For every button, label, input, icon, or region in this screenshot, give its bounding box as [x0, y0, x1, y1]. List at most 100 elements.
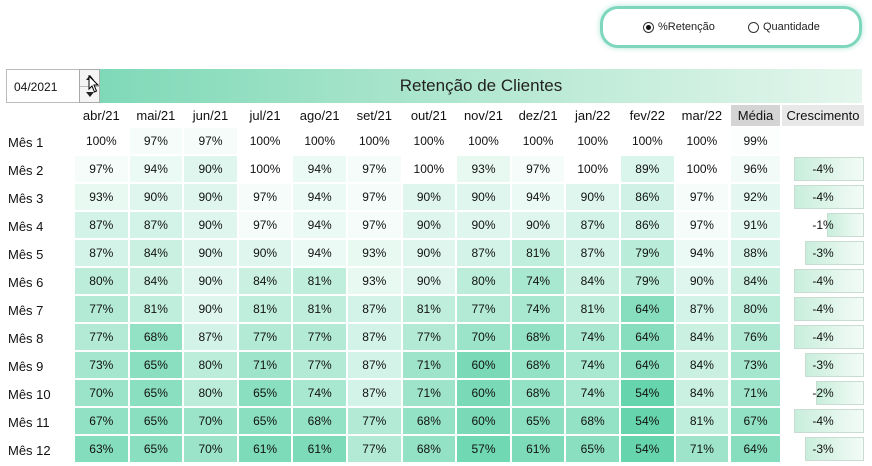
table-cell: 87%	[457, 240, 510, 266]
table-cell: 68%	[511, 380, 565, 406]
table-cell: 84%	[675, 324, 729, 350]
table-cell: 77%	[293, 324, 346, 350]
table-cell: 77%	[402, 324, 456, 350]
table-cell: 84%	[566, 268, 619, 294]
column-header: ago/21	[299, 108, 340, 123]
table-cell: 100%	[511, 128, 565, 154]
column-header: dez/21	[518, 108, 558, 123]
table-cell: 90%	[402, 240, 456, 266]
table-cell: 90%	[675, 268, 729, 294]
table-cell: 100%	[75, 128, 128, 154]
table-cell: 77%	[75, 296, 128, 322]
spin-down-icon[interactable]	[80, 86, 99, 102]
table-cell: 74%	[566, 352, 619, 378]
column-header: jan/22	[574, 108, 611, 123]
table-cell: 97%	[238, 212, 292, 238]
media-cell: 92%	[731, 184, 780, 210]
table-cell: 80%	[184, 380, 237, 406]
column-header: jul/21	[249, 108, 281, 123]
table-cell: 73%	[75, 352, 128, 378]
table-cell: 60%	[457, 408, 510, 434]
column-header: abr/21	[82, 108, 120, 123]
table-cell: 90%	[457, 184, 510, 210]
table-cell: 94%	[293, 156, 346, 182]
table-cell: 87%	[348, 324, 401, 350]
table-cell: 65%	[566, 436, 619, 462]
growth-value: -4%	[812, 274, 834, 288]
table-cell: 97%	[184, 128, 237, 154]
table-cell: 87%	[348, 380, 401, 406]
growth-bar	[794, 297, 864, 321]
row-label: Mês 9	[8, 359, 44, 374]
table-cell: 70%	[184, 436, 237, 462]
table-cell: 60%	[457, 352, 510, 378]
table-cell: 90%	[184, 296, 237, 322]
media-cell: 84%	[731, 268, 780, 294]
growth-bar	[805, 353, 864, 377]
table-cell: 87%	[348, 352, 401, 378]
growth-value: -2%	[812, 386, 834, 400]
display-mode-group: %Retenção Quantidade	[600, 6, 862, 48]
table-cell: 74%	[566, 324, 619, 350]
table-cell: 90%	[184, 268, 237, 294]
table-cell: 93%	[348, 240, 401, 266]
table-cell: 86%	[621, 212, 674, 238]
table-cell: 77%	[293, 352, 346, 378]
table-cell: 90%	[402, 212, 456, 238]
table-cell: 70%	[457, 324, 510, 350]
page-title: Retenção de Clientes	[100, 69, 862, 103]
table-cell: 65%	[129, 380, 183, 406]
table-cell: 87%	[184, 324, 237, 350]
table-cell: 87%	[129, 212, 183, 238]
table-cell: 90%	[402, 268, 456, 294]
table-cell: 86%	[621, 184, 674, 210]
table-cell: 80%	[184, 352, 237, 378]
table-cell: 61%	[511, 436, 565, 462]
table-cell: 54%	[621, 380, 674, 406]
radio-retencao[interactable]: %Retenção	[643, 21, 715, 33]
table-cell: 100%	[457, 128, 510, 154]
table-cell: 90%	[184, 212, 237, 238]
table-cell: 97%	[238, 184, 292, 210]
table-cell: 84%	[129, 240, 183, 266]
start-date-field[interactable]: 04/2021	[6, 69, 80, 103]
table-cell: 60%	[457, 380, 510, 406]
table-cell: 97%	[348, 212, 401, 238]
table-cell: 71%	[675, 436, 729, 462]
table-cell: 61%	[238, 436, 292, 462]
table-cell: 70%	[184, 408, 237, 434]
table-cell: 65%	[238, 380, 292, 406]
growth-bar	[805, 437, 864, 461]
table-cell: 81%	[293, 268, 346, 294]
table-cell: 100%	[348, 128, 401, 154]
table-cell: 90%	[511, 212, 565, 238]
table-cell: 68%	[402, 436, 456, 462]
growth-bar	[827, 213, 864, 237]
growth-value: -4%	[812, 302, 834, 316]
media-header: Média	[731, 105, 780, 126]
table-cell: 65%	[129, 352, 183, 378]
table-cell: 80%	[457, 268, 510, 294]
column-header: set/21	[356, 108, 392, 123]
radio-quantidade[interactable]: Quantidade	[748, 21, 820, 33]
column-header: mar/22	[681, 108, 723, 123]
table-cell: 87%	[75, 212, 128, 238]
table-cell: 93%	[75, 184, 128, 210]
table-cell: 90%	[129, 184, 183, 210]
growth-bar	[794, 325, 864, 349]
row-label: Mês 5	[8, 247, 44, 262]
table-cell: 68%	[293, 408, 346, 434]
table-cell: 63%	[75, 436, 128, 462]
growth-bar	[794, 185, 864, 209]
table-cell: 65%	[129, 436, 183, 462]
growth-bar	[805, 241, 864, 265]
table-cell: 77%	[457, 296, 510, 322]
row-label: Mês 8	[8, 331, 44, 346]
table-cell: 61%	[293, 436, 346, 462]
table-cell: 54%	[621, 436, 674, 462]
table-cell: 93%	[457, 156, 510, 182]
table-cell: 100%	[675, 128, 729, 154]
radio-selected-icon	[643, 21, 654, 33]
table-cell: 81%	[402, 296, 456, 322]
table-cell: 84%	[129, 268, 183, 294]
